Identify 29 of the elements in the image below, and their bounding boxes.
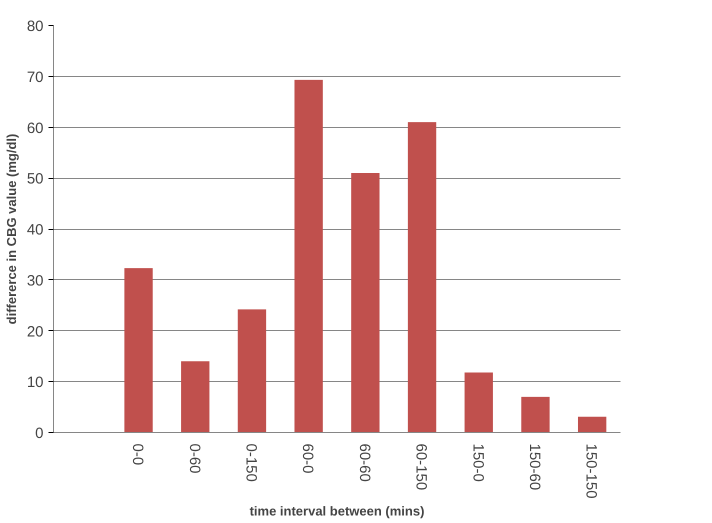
- x-axis-title: time interval between (mins): [250, 504, 424, 519]
- bar: [124, 268, 153, 432]
- x-tick-label: 150-0: [469, 444, 486, 482]
- bar: [408, 122, 436, 432]
- x-tick-label: 60-150: [412, 444, 430, 490]
- bar: [351, 173, 380, 432]
- y-tick-label: 80: [26, 18, 44, 35]
- bar: [238, 309, 266, 432]
- x-tick-label: 0-60: [186, 444, 203, 474]
- x-tick-label: 0-150: [242, 444, 260, 482]
- y-tick-label: 0: [35, 425, 44, 442]
- y-tick-label: 60: [26, 120, 44, 137]
- y-axis-title: differerce in CBG value (mg/dl): [4, 134, 19, 324]
- x-tick-label: 60-0: [299, 444, 316, 474]
- x-tick-label: 0-0: [129, 444, 146, 466]
- y-tick-label: 70: [26, 68, 44, 86]
- x-tick-label: 150-60: [526, 444, 543, 490]
- x-tick-label: 150-150: [582, 444, 600, 499]
- y-tick-label: 50: [26, 170, 44, 188]
- y-tick-label: 20: [26, 323, 44, 340]
- y-tick-label: 10: [26, 374, 44, 392]
- y-tick-label: 30: [26, 272, 44, 290]
- bar: [578, 416, 606, 432]
- bar: [464, 372, 493, 432]
- bar: [181, 361, 210, 432]
- y-tick-label: 40: [26, 222, 44, 238]
- bar: [294, 80, 323, 432]
- bar: [521, 396, 550, 432]
- x-tick-label: 60-60: [356, 444, 373, 482]
